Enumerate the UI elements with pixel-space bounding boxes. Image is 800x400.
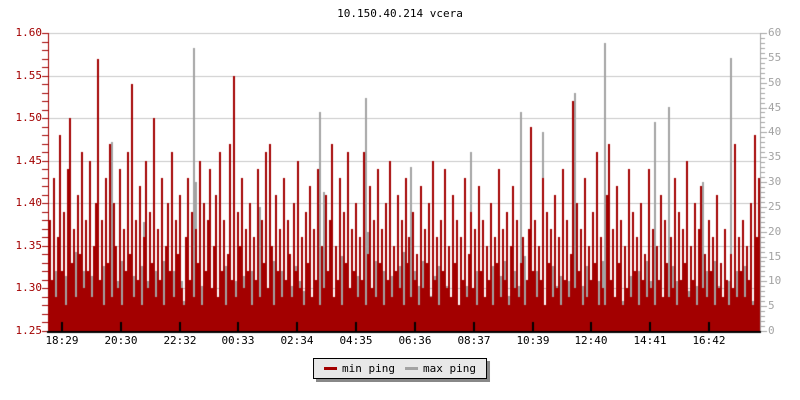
right-axis-label: 10 <box>768 274 782 287</box>
legend-label-max-ping: max ping <box>423 362 476 375</box>
right-axis-label: 15 <box>768 250 782 263</box>
legend-label-min-ping: min ping <box>342 362 395 375</box>
right-axis-label: 50 <box>768 76 782 89</box>
x-axis-label: 16:42 <box>692 334 726 347</box>
x-axis-label: 12:40 <box>574 334 608 347</box>
right-axis-label: 5 <box>768 299 775 312</box>
right-axis-label: 20 <box>768 225 782 238</box>
legend: min ping max ping <box>313 358 487 379</box>
max-ping-swatch-icon <box>405 367 418 370</box>
x-axis-label: 08:37 <box>457 334 491 347</box>
left-axis-label: 1.40 <box>15 196 43 209</box>
x-axis-label: 22:32 <box>163 334 197 347</box>
x-axis-label: 14:41 <box>633 334 667 347</box>
x-axis-label: 18:29 <box>45 334 79 347</box>
x-axis-label: 20:30 <box>104 334 138 347</box>
right-axis-label: 25 <box>768 200 782 213</box>
right-axis-label: 40 <box>768 125 782 138</box>
min-ping-swatch-icon <box>324 367 338 370</box>
x-axis-label: 02:34 <box>280 334 314 347</box>
x-axis-label: 10:39 <box>516 334 550 347</box>
left-axis-label: 1.25 <box>15 324 43 337</box>
right-axis-label: 60 <box>768 26 782 39</box>
legend-item-min-ping: min ping <box>324 362 395 375</box>
left-axis-label: 1.30 <box>15 281 43 294</box>
left-axis-label: 1.60 <box>15 26 43 39</box>
x-axis-label: 00:33 <box>221 334 255 347</box>
left-axis-label: 1.45 <box>15 154 43 167</box>
chart-title: 10.150.40.214 vcera <box>337 7 463 20</box>
legend-item-max-ping: max ping <box>405 362 476 375</box>
left-axis-label: 1.50 <box>15 111 43 124</box>
x-axis-label: 06:36 <box>398 334 432 347</box>
left-axis-label: 1.35 <box>15 239 43 252</box>
left-axis-label: 1.55 <box>15 69 43 82</box>
right-axis-label: 35 <box>768 150 782 163</box>
right-axis-label: 55 <box>768 51 782 64</box>
right-axis-label: 0 <box>768 324 775 337</box>
right-axis-label: 45 <box>768 101 782 114</box>
right-axis-label: 30 <box>768 175 782 188</box>
x-axis-label: 04:35 <box>339 334 373 347</box>
